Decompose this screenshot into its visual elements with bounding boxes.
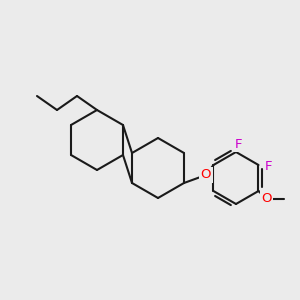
Text: O: O bbox=[261, 193, 272, 206]
Text: O: O bbox=[201, 169, 211, 182]
Text: F: F bbox=[265, 160, 272, 173]
Text: F: F bbox=[235, 137, 243, 151]
